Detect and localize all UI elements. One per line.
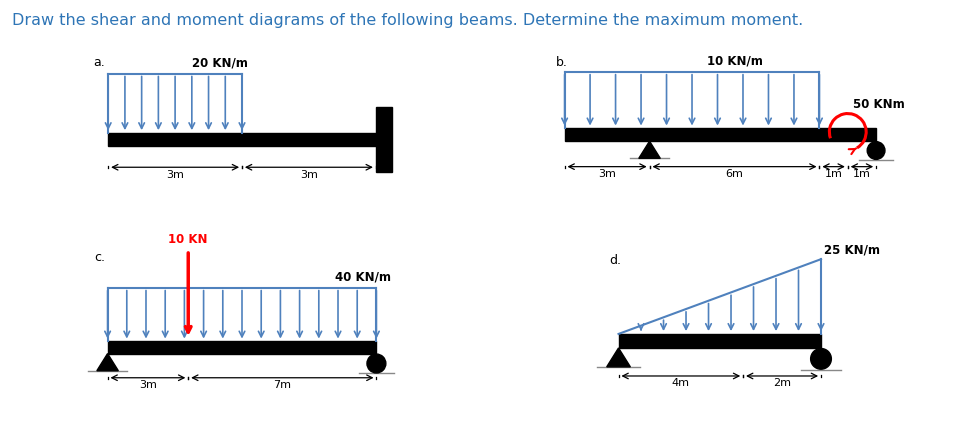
Text: d.: d. xyxy=(609,254,621,267)
Text: 6m: 6m xyxy=(726,169,743,179)
Bar xyxy=(376,107,392,173)
Text: 3m: 3m xyxy=(166,169,184,180)
Circle shape xyxy=(810,348,832,369)
Bar xyxy=(107,342,377,354)
Text: 10 KN: 10 KN xyxy=(168,233,208,246)
Text: 3m: 3m xyxy=(598,169,616,179)
Text: 10 KN/m: 10 KN/m xyxy=(707,54,763,67)
Polygon shape xyxy=(607,348,630,367)
Circle shape xyxy=(367,354,386,373)
Text: 3m: 3m xyxy=(300,169,318,180)
Text: 7m: 7m xyxy=(273,380,291,390)
Circle shape xyxy=(867,142,885,159)
Text: 25 KN/m: 25 KN/m xyxy=(824,243,880,256)
Bar xyxy=(564,128,876,141)
Polygon shape xyxy=(639,141,660,158)
Text: 40 KN/m: 40 KN/m xyxy=(335,271,391,284)
Text: 50 KNm: 50 KNm xyxy=(853,98,905,111)
Text: a.: a. xyxy=(93,57,106,70)
Text: 2m: 2m xyxy=(773,379,791,388)
Text: 1m: 1m xyxy=(825,169,842,179)
Bar xyxy=(108,133,376,146)
Text: Draw the shear and moment diagrams of the following beams. Determine the maximum: Draw the shear and moment diagrams of th… xyxy=(12,13,802,29)
Polygon shape xyxy=(97,354,118,371)
Text: b.: b. xyxy=(556,55,568,69)
Text: 3m: 3m xyxy=(139,380,157,390)
Text: 1m: 1m xyxy=(853,169,871,179)
Text: 20 KN/m: 20 KN/m xyxy=(192,56,248,69)
Text: 4m: 4m xyxy=(672,379,690,388)
Text: c.: c. xyxy=(94,251,106,264)
Bar xyxy=(619,334,821,348)
